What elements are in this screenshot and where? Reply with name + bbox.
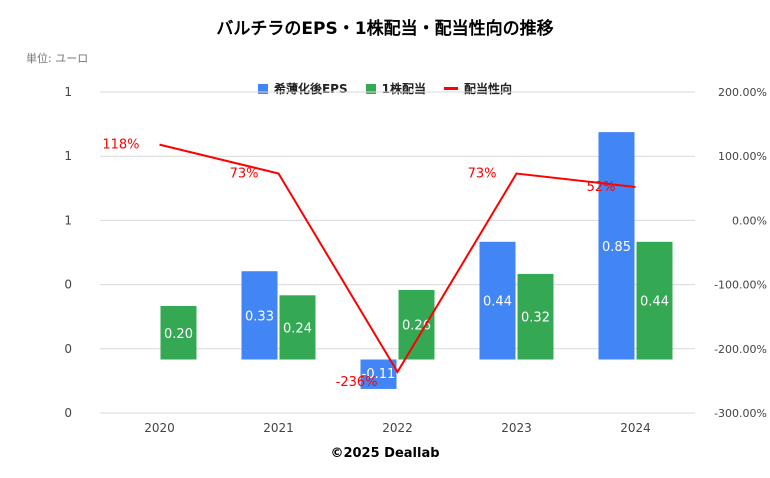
footer-credit: ©2025 Deallab — [330, 446, 440, 461]
left-axis-tick-label: 1 — [64, 213, 72, 227]
x-axis-tick-label: 2023 — [501, 421, 532, 435]
dividend-bar-label: 0.26 — [402, 319, 431, 334]
left-axis-tick-label: 1 — [64, 149, 72, 163]
dividend-bar — [517, 273, 554, 360]
right-axis-tick-label: 0.00% — [732, 214, 767, 227]
dividend-bar-label: 0.32 — [521, 311, 550, 326]
payout-line-path — [159, 143, 636, 374]
left-axis-tick-label: 1 — [64, 85, 72, 99]
eps-bar — [479, 241, 516, 360]
grid-lines — [100, 91, 695, 414]
payout-label: 52% — [587, 180, 616, 195]
eps-bar-label: 0.85 — [602, 240, 631, 255]
right-axis-tick-label: 100.00% — [718, 150, 767, 163]
eps-bar-label: 0.33 — [245, 309, 274, 324]
payout-label: 73% — [468, 167, 497, 182]
dividend-bar — [398, 289, 435, 360]
payout-label: -236% — [336, 375, 378, 390]
eps-bar-label: 0.44 — [483, 295, 512, 310]
x-axis-tick-label: 2022 — [382, 421, 413, 435]
dividend-bar-label: 0.44 — [640, 295, 669, 310]
x-axis-ticks: 2020 2021 2022 2023 2024 — [144, 421, 651, 435]
x-axis-tick-label: 2024 — [620, 421, 651, 435]
right-axis-tick-label: -100.00% — [714, 279, 767, 292]
dividend-bar-label: 0.24 — [283, 321, 312, 336]
eps-bar-label: -0.11 — [362, 367, 396, 382]
chart-title: バルチラのEPS・1株配当・配当性向の推移 — [216, 19, 554, 39]
eps-bar — [598, 132, 635, 360]
legend-swatch-eps — [257, 83, 268, 94]
right-axis-ticks: 200.00% 100.00% 0.00% -100.00% -200.00% -300.… — [714, 86, 767, 420]
legend-swatch-payout — [443, 87, 458, 90]
payout-label: 73% — [230, 167, 259, 182]
payout-label: 118% — [102, 138, 139, 153]
left-axis-tick-label: 0 — [64, 278, 72, 292]
left-axis-ticks: 1 1 1 0 0 0 — [64, 85, 72, 420]
eps-bar — [360, 359, 397, 389]
right-axis-tick-label: -200.00% — [714, 343, 767, 356]
eps-bar — [241, 271, 278, 360]
dividend-bar — [160, 306, 197, 360]
right-axis-tick-label: 200.00% — [718, 86, 767, 99]
x-axis-tick-label: 2021 — [263, 421, 294, 435]
left-axis-tick-label: 0 — [64, 406, 72, 420]
left-axis-tick-label: 0 — [64, 342, 72, 356]
right-axis-tick-label: -300.00% — [714, 407, 767, 420]
bars — [160, 132, 673, 389]
x-axis-tick-label: 2020 — [144, 421, 175, 435]
unit-label: 単位: ユーロ — [26, 52, 89, 65]
payout-labels: 118% 73% -236% 73% 52% — [102, 138, 615, 390]
legend-swatch-dividend — [365, 83, 376, 94]
dividend-bar — [279, 295, 316, 360]
payout-line — [159, 143, 636, 374]
dividend-bar-label: 0.20 — [164, 327, 193, 342]
dividend-bar — [636, 241, 673, 360]
